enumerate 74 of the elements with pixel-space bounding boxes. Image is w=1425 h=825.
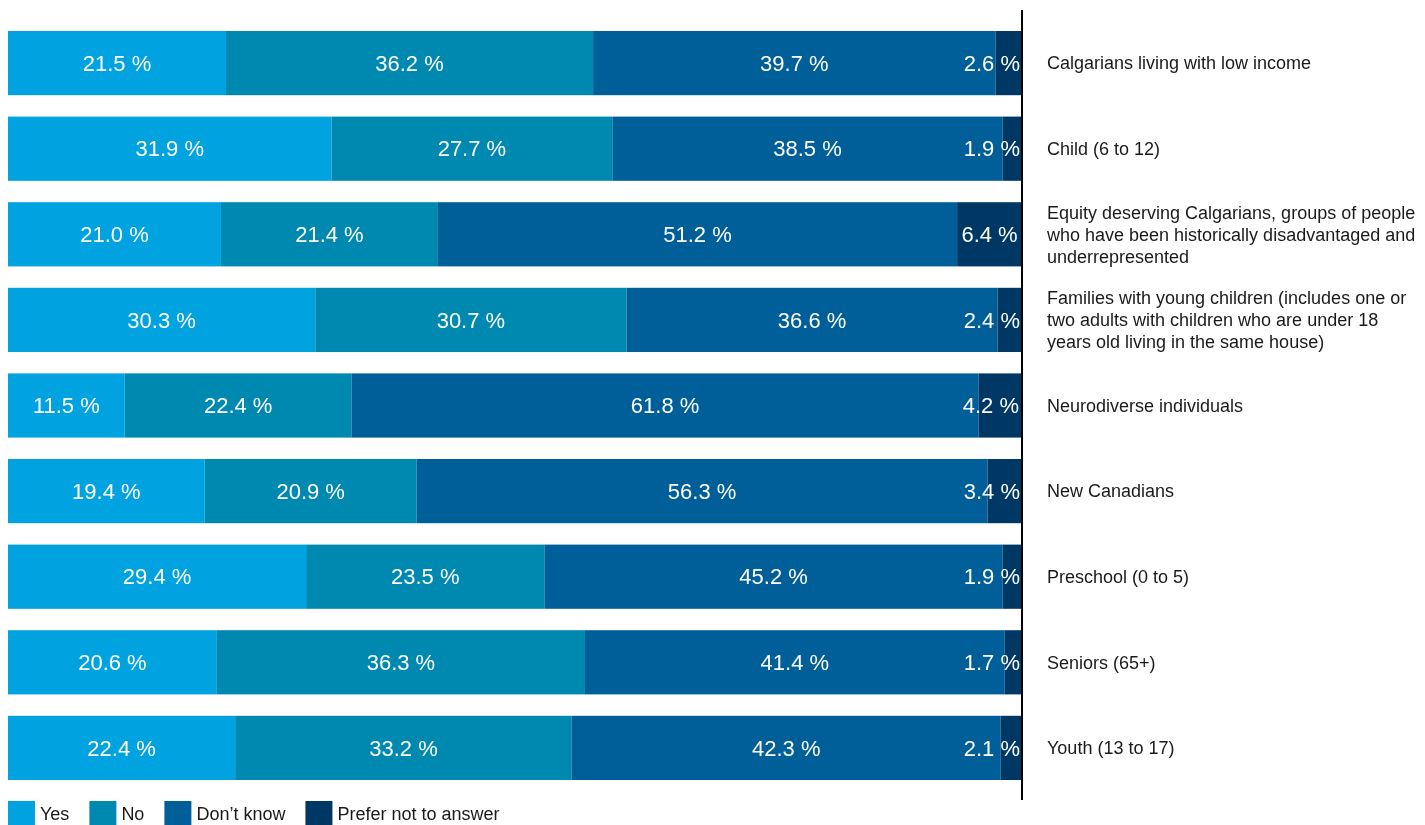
data-label: 2.4 % <box>963 307 1020 333</box>
data-label: 3.4 % <box>963 478 1020 504</box>
data-label: 33.2 % <box>369 735 438 761</box>
data-label: 31.9 % <box>135 136 204 162</box>
bar <box>8 544 307 609</box>
y-tick-label: Preschool (0 to 5) <box>1047 567 1190 587</box>
bar <box>216 630 585 695</box>
bar <box>220 202 438 267</box>
data-label: 20.9 % <box>276 478 345 504</box>
bar <box>8 116 332 181</box>
data-label: 2.6 % <box>963 50 1020 76</box>
data-label: 39.7 % <box>760 50 829 76</box>
data-label: 45.2 % <box>739 564 808 590</box>
y-tick-label: Equity deserving Calgarians, groups of people who have been historically disadvantaged and underrepresented <box>1046 202 1416 267</box>
bar <box>306 544 545 609</box>
data-label: 36.6 % <box>777 307 847 333</box>
data-label: 56.3 % <box>667 478 737 504</box>
data-label: 36.3 % <box>366 650 436 675</box>
bar <box>124 373 352 438</box>
data-label: 38.5 % <box>773 136 842 162</box>
data-label: 42.3 % <box>751 735 821 761</box>
data-label: 2.1 % <box>963 735 1020 761</box>
y-tick-label: Families with young children (includes one or two adults with children who are under 18 years old living in the same house) <box>1047 288 1407 353</box>
bar <box>437 202 958 267</box>
y-tick-label: Neurodiverse individuals <box>1047 395 1244 416</box>
data-label: 29.4 % <box>122 564 192 590</box>
bar <box>331 116 613 181</box>
bar <box>315 287 627 352</box>
bar <box>957 202 1022 267</box>
data-label: 30.7 % <box>436 307 506 333</box>
bar <box>226 31 594 96</box>
data-label: 21.4 % <box>295 222 364 247</box>
bar <box>8 287 316 352</box>
data-label: 23.5 % <box>391 564 460 590</box>
legend-label: Prefer not to answer <box>337 804 500 825</box>
data-label: 21.0 % <box>80 222 149 247</box>
legend-label: Don’t know <box>196 804 287 825</box>
data-label: 30.3 % <box>127 307 196 333</box>
data-label: 41.4 % <box>760 650 830 675</box>
legend-label: No <box>121 804 145 825</box>
bar <box>204 459 417 524</box>
data-label: 19.4 % <box>72 478 141 504</box>
data-label: 21.5 % <box>82 50 152 76</box>
data-label: 1.9 % <box>963 564 1020 590</box>
bar <box>8 459 205 524</box>
data-label: 20.6 % <box>78 650 147 675</box>
y-tick-label: Child (6 to 12) <box>1047 139 1161 159</box>
y-tick-label: Calgarians living with low income <box>1047 53 1312 74</box>
data-label: 6.4 % <box>961 222 1018 247</box>
bar <box>612 116 1003 181</box>
data-label: 51.2 % <box>663 222 732 247</box>
data-label: 27.7 % <box>437 136 507 162</box>
bar <box>235 715 572 780</box>
bar <box>8 373 125 438</box>
bar <box>593 31 996 96</box>
data-label: 11.5 % <box>32 393 100 419</box>
bar <box>8 202 221 267</box>
bar <box>544 544 1003 609</box>
bar <box>626 287 998 352</box>
bar <box>8 31 227 96</box>
data-label: 1.7 % <box>963 650 1020 675</box>
bar <box>571 715 1001 780</box>
y-tick-label: Youth (13 to 17) <box>1047 738 1175 759</box>
y-tick-label: New Canadians <box>1047 481 1175 502</box>
y-tick-label: Seniors (65+) <box>1047 652 1156 673</box>
data-label: 22.4 % <box>203 393 273 419</box>
legend-label: Yes <box>40 804 70 825</box>
bar <box>8 715 236 780</box>
data-label: 61.8 % <box>630 393 700 419</box>
data-label: 1.9 % <box>963 136 1020 162</box>
data-label: 22.4 % <box>87 735 156 761</box>
data-label: 4.2 % <box>962 393 1019 419</box>
data-label: 36.2 % <box>375 50 444 76</box>
bar <box>8 630 217 695</box>
